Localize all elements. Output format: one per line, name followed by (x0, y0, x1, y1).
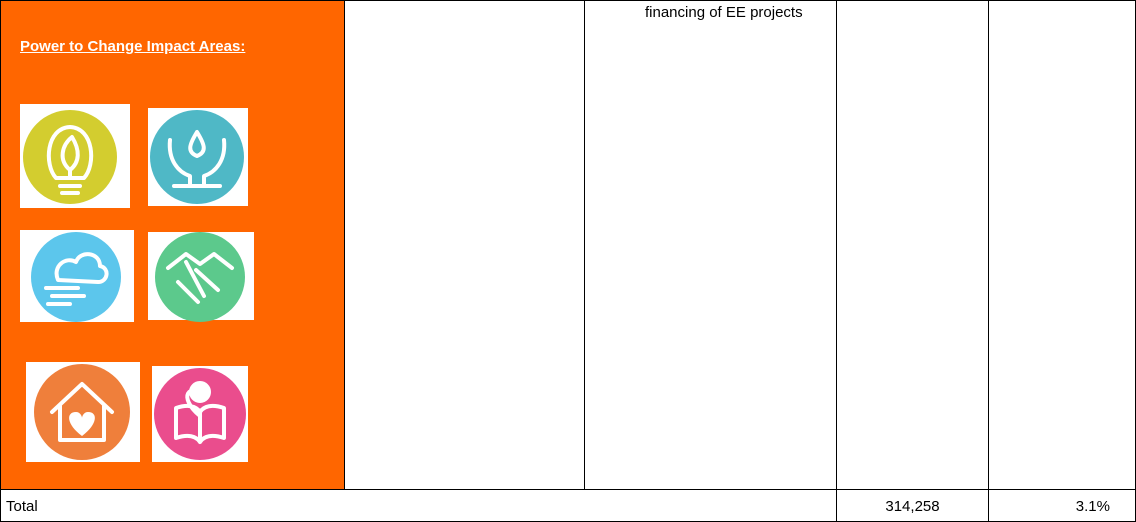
handshake-glyph (166, 252, 234, 304)
community-icon (155, 232, 245, 322)
head-glyph (189, 381, 211, 403)
total-label-cell (0, 489, 837, 522)
air-icon (31, 232, 121, 322)
bulb-glyph (46, 125, 94, 195)
cloud-glyph (44, 252, 109, 306)
drop-glyph (188, 130, 206, 158)
home-icon (34, 364, 130, 460)
heart-glyph (69, 412, 95, 436)
impact-heading: Power to Change Impact Areas: (20, 38, 246, 55)
leaf-glyph (60, 135, 80, 178)
hands-glyph (167, 138, 227, 188)
book-glyph (174, 403, 226, 444)
table-cell (584, 0, 837, 490)
table-cell (344, 0, 585, 490)
impact-icons (20, 104, 254, 462)
table-cell (988, 0, 1136, 490)
house-glyph (50, 382, 114, 442)
total-percent: 3.1% (1075, 498, 1110, 515)
description-text: financing of EE projects (645, 4, 803, 21)
total-amount: 314,258 (885, 498, 940, 515)
energy-icon (23, 110, 117, 204)
total-label: Total (6, 498, 38, 515)
table-cell (836, 0, 989, 490)
